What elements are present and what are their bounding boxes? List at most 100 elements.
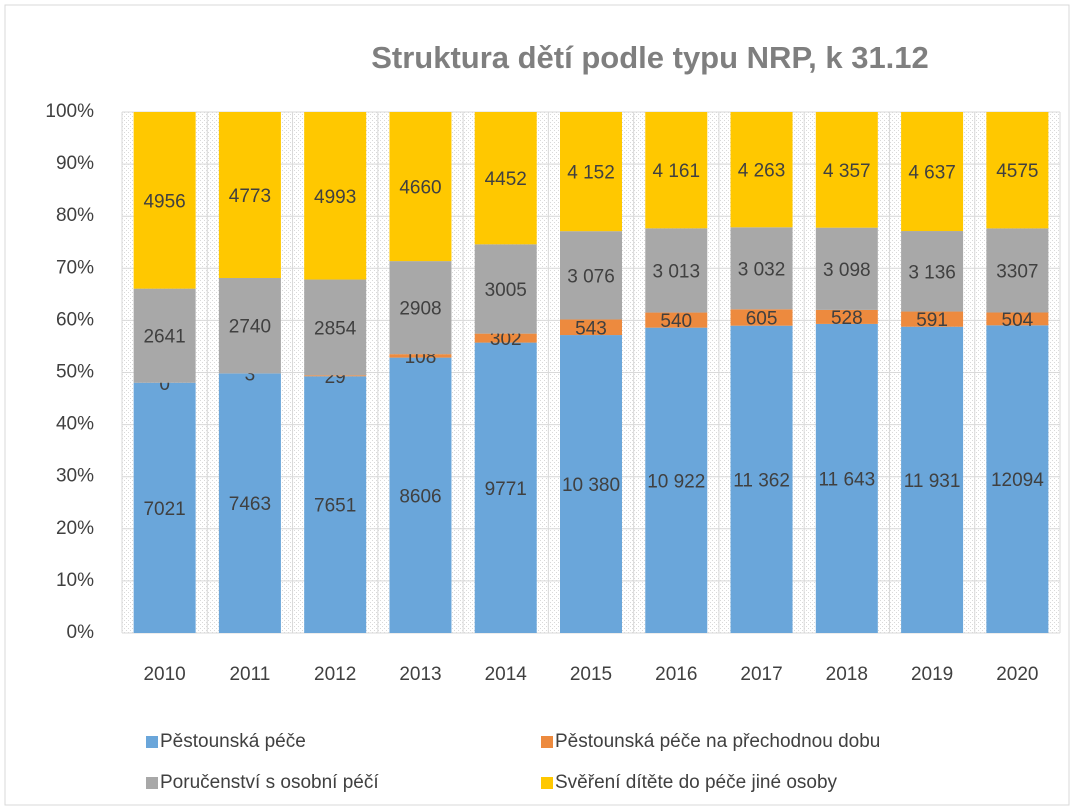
bar-segment [389, 261, 452, 355]
bar-segment [560, 231, 622, 320]
y-tick-label: 70% [56, 257, 94, 278]
y-tick-label: 50% [56, 362, 94, 383]
x-tick-label: 2012 [314, 664, 356, 685]
bar-segment [645, 327, 708, 633]
data-label: 540 [660, 311, 692, 332]
data-label: 528 [831, 308, 863, 329]
chart-title: Struktura dětí podle typu NRP, k 31.12 [371, 40, 929, 75]
data-label: 9771 [485, 479, 527, 500]
y-tick-label: 90% [56, 153, 94, 174]
x-tick-label: 2018 [826, 664, 868, 685]
x-tick-label: 2015 [570, 664, 612, 685]
data-label: 543 [575, 318, 607, 339]
data-label: 4660 [399, 178, 441, 199]
y-tick-label: 20% [56, 518, 94, 539]
data-label: 4 263 [738, 161, 786, 182]
data-label: 3 032 [738, 259, 786, 280]
bar-segment [304, 112, 367, 280]
bar-segment [389, 354, 452, 358]
bar-segment [304, 375, 367, 377]
data-label: 7651 [314, 496, 356, 517]
data-label: 4993 [314, 187, 356, 208]
data-label: 3 136 [908, 262, 956, 283]
bar-segment [815, 227, 878, 310]
x-tick-label: 2014 [485, 664, 528, 685]
x-tick-label: 2016 [655, 664, 697, 685]
bar-segment [560, 335, 622, 633]
data-label: 3 [245, 364, 256, 385]
bar-segment [133, 112, 196, 289]
data-label: 7021 [143, 499, 185, 520]
y-tick-label: 0% [67, 622, 95, 643]
bar-segment [901, 112, 964, 232]
x-tick-label: 2010 [143, 664, 185, 685]
data-label: 3 013 [652, 261, 700, 282]
legend-label: Poručenství s osobní péčí [160, 772, 379, 793]
data-label: 2740 [229, 317, 271, 338]
legend-swatch [541, 777, 553, 789]
bar-segment [901, 311, 964, 327]
bar-segment [474, 342, 537, 633]
bar-segment [218, 112, 281, 279]
data-label: 591 [916, 310, 948, 331]
bar-segment [645, 312, 708, 328]
bar-segment [474, 112, 537, 245]
data-label: 8606 [399, 486, 441, 507]
data-label: 3307 [996, 261, 1038, 282]
bar-segment [730, 112, 793, 228]
data-label: 3 076 [567, 266, 615, 287]
y-tick-label: 60% [56, 309, 94, 330]
data-label: 12094 [991, 470, 1044, 491]
bar-segment [218, 373, 281, 633]
bar-segment [133, 288, 196, 383]
data-label: 605 [746, 309, 778, 330]
bar-segment [560, 112, 622, 232]
legend-swatch [146, 736, 158, 748]
bar-segment [304, 279, 367, 376]
bar-segment [901, 326, 964, 633]
data-label: 11 362 [733, 470, 790, 491]
bar-segment [304, 376, 367, 633]
data-label: 4 357 [823, 161, 871, 182]
data-label: 2908 [399, 299, 441, 320]
legend-label: Pěstounská péče [160, 731, 306, 752]
bar-segment [986, 312, 1049, 326]
data-label: 302 [490, 329, 522, 350]
bar-segment [218, 278, 281, 374]
data-label: 10 380 [562, 475, 620, 496]
data-label: 2854 [314, 318, 357, 339]
legend-swatch [146, 777, 158, 789]
legend-label: Svěření dítěte do péče jiné osoby [555, 772, 838, 793]
bar-segment [474, 333, 537, 343]
y-tick-label: 10% [56, 570, 94, 591]
y-tick-label: 80% [56, 205, 94, 226]
bar-segment [560, 319, 622, 336]
data-label: 3005 [485, 280, 527, 301]
data-label: 4575 [996, 161, 1038, 182]
bar-segment [730, 325, 793, 633]
bar-segment [986, 228, 1049, 313]
data-label: 2641 [143, 327, 185, 348]
x-tick-label: 2020 [996, 664, 1038, 685]
x-tick-label: 2019 [911, 664, 953, 685]
bar-segment [645, 112, 708, 229]
bar-segment [815, 309, 878, 324]
bar-segment [730, 309, 793, 326]
x-tick-label: 2011 [229, 664, 270, 685]
bar-segment [986, 325, 1049, 633]
bar-segment [133, 382, 196, 633]
bar-segment [389, 357, 452, 633]
bar-segment [474, 244, 537, 334]
bar-segment [815, 323, 878, 633]
data-label: 4452 [485, 169, 527, 190]
data-label: 4773 [229, 186, 271, 207]
data-label: 0 [159, 374, 170, 395]
data-label: 3 098 [823, 260, 871, 281]
y-tick-label: 100% [45, 101, 94, 122]
data-label: 504 [1002, 310, 1034, 331]
y-tick-label: 30% [56, 466, 94, 487]
data-label: 10 922 [647, 471, 705, 492]
bar-segment [815, 112, 878, 228]
bar-segment [645, 228, 708, 313]
